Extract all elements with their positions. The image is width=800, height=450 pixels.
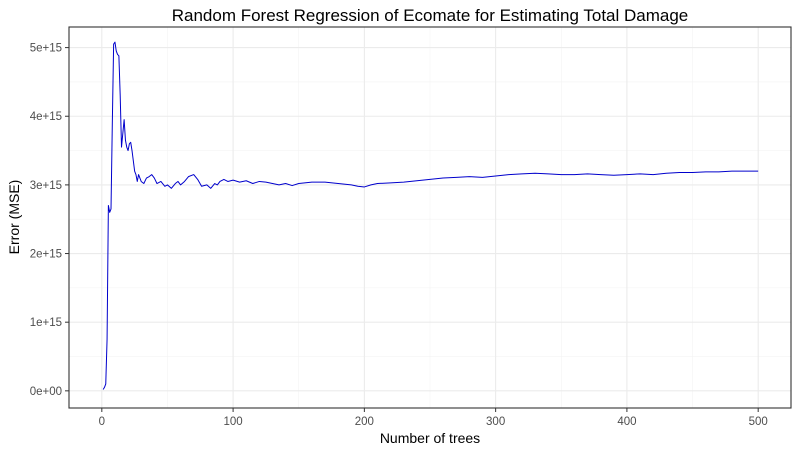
x-tick-label: 500	[749, 416, 768, 428]
panel-border	[68, 26, 792, 409]
y-tick-label: 0e+00	[30, 386, 62, 398]
y-tick-label: 2e+15	[30, 249, 62, 261]
y-tick-label: 1e+15	[30, 317, 62, 329]
grid	[69, 27, 791, 408]
x-axis-title: Number of trees	[380, 430, 480, 446]
x-tick-label: 300	[486, 416, 505, 428]
error-series-line-1	[102, 41, 759, 390]
x-tick-label: 200	[355, 416, 374, 428]
y-tick-label: 4e+15	[30, 111, 62, 123]
axis-ticks: 0 100 200 300 400 500 0e+00 1e+15 2e+15 3e+15 4e+1…	[30, 43, 768, 428]
x-tick-label: 0	[99, 416, 105, 428]
y-tick-label: 5e+15	[30, 43, 62, 55]
x-tick-label: 100	[223, 416, 242, 428]
y-axis-title: Error (MSE)	[6, 180, 22, 255]
x-tick-label: 400	[617, 416, 636, 428]
chart-title: Random Forest Regression of Ecomate for …	[172, 6, 689, 25]
y-tick-label: 3e+15	[30, 180, 62, 192]
series-layer	[102, 41, 759, 390]
